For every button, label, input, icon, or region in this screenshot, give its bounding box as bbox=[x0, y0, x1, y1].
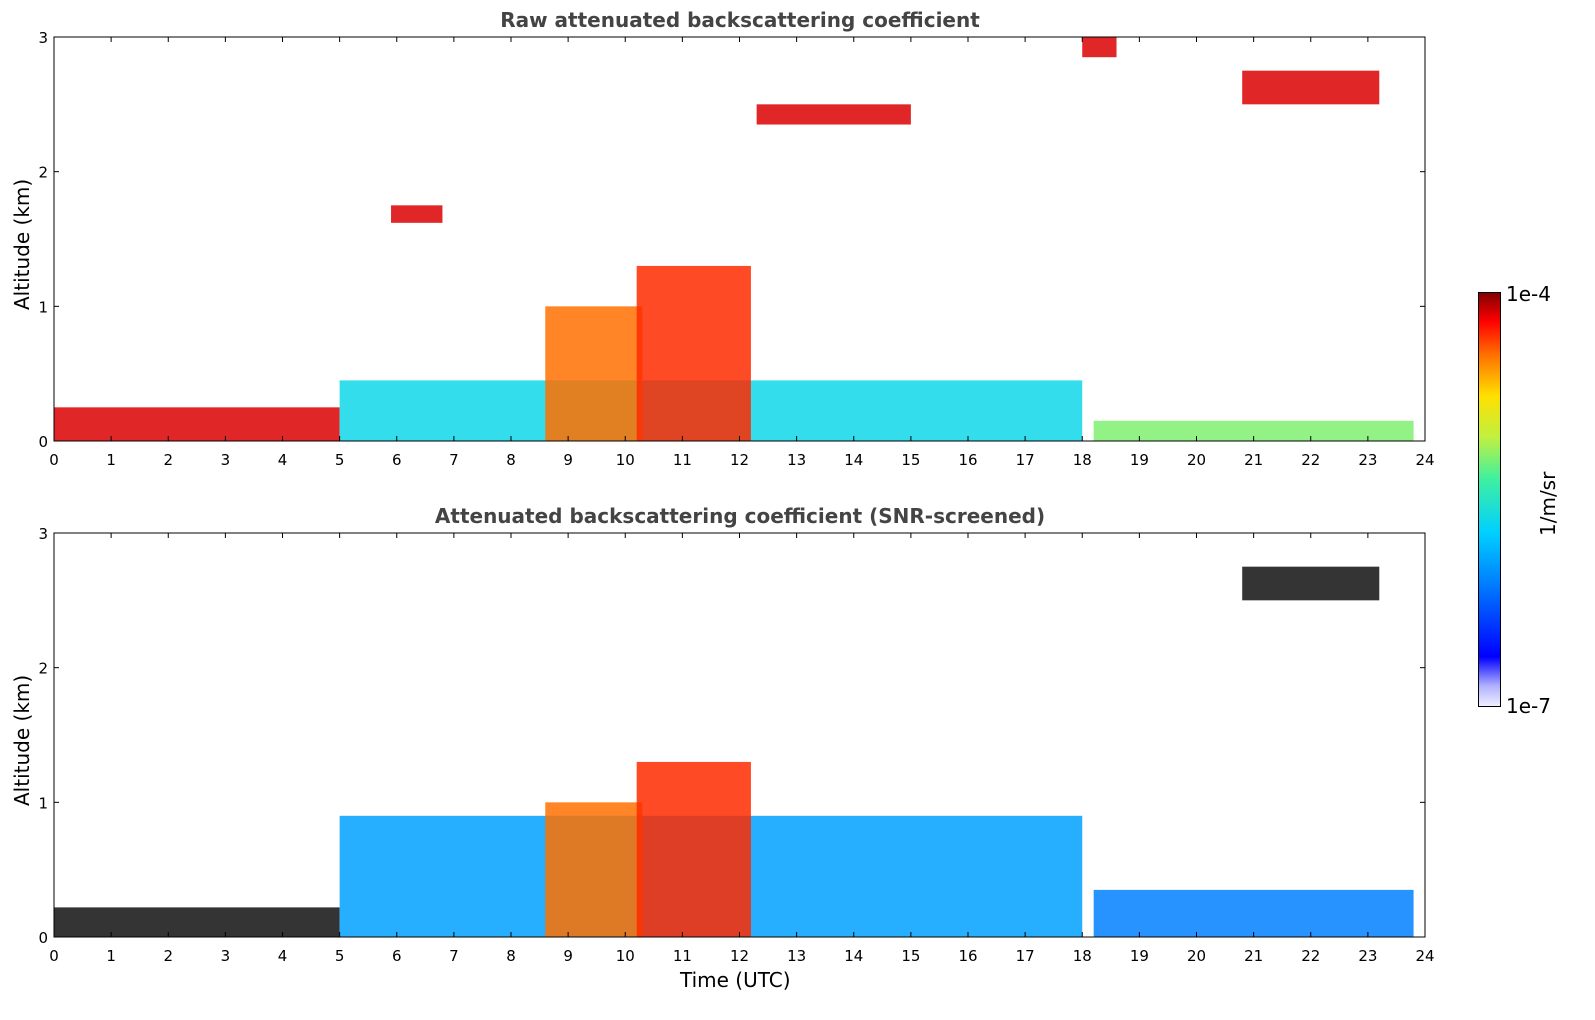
x-tick-label: 1 bbox=[106, 947, 116, 965]
x-tick-label: 23 bbox=[1358, 451, 1377, 469]
x-tick-label: 8 bbox=[506, 947, 516, 965]
x-tick-label: 22 bbox=[1301, 947, 1320, 965]
x-tick-label: 3 bbox=[221, 947, 231, 965]
y-tick-label: 2 bbox=[38, 164, 48, 182]
x-tick-label: 19 bbox=[1130, 947, 1149, 965]
x-tick-label: 20 bbox=[1187, 451, 1206, 469]
feature-plume bbox=[636, 761, 751, 937]
y-tick-label: 2 bbox=[38, 660, 48, 678]
panel1-content: 0 1 2 3 4 5 6 7 8 9 10 11 12 13 14 15 16 17 18 19 20 21 22 23 24… bbox=[38, 29, 1434, 469]
x-tick-label: 6 bbox=[392, 451, 402, 469]
y-tick-label: 3 bbox=[38, 525, 48, 543]
x-tick-label: 13 bbox=[787, 451, 806, 469]
x-tick-label: 7 bbox=[449, 947, 459, 965]
x-tick-label: 11 bbox=[673, 451, 692, 469]
y-tick-label: 1 bbox=[38, 794, 48, 812]
x-tick-label: 10 bbox=[616, 451, 635, 469]
y-tick-label: 3 bbox=[38, 29, 48, 47]
x-axis-label: Time (UTC) bbox=[680, 968, 791, 992]
x-tick-label: 23 bbox=[1358, 947, 1377, 965]
x-tick-label: 8 bbox=[506, 451, 516, 469]
x-tick-label: 0 bbox=[49, 451, 59, 469]
x-tick-label: 5 bbox=[335, 947, 345, 965]
y-tick-label: 1 bbox=[38, 298, 48, 316]
x-tick-label: 19 bbox=[1130, 451, 1149, 469]
panel1-ylabel: Altitude (km) bbox=[10, 178, 34, 310]
x-tick-label: 14 bbox=[844, 947, 863, 965]
x-tick-label: 3 bbox=[221, 451, 231, 469]
panel2-content: 0 1 2 3 4 5 6 7 8 9 10 11 12 13 14 15 16 17 18 19 20 21 22 23 24… bbox=[38, 525, 1434, 965]
x-tick-label: 18 bbox=[1073, 451, 1092, 469]
feature-cloud bbox=[1082, 37, 1117, 58]
panel1-title: Raw attenuated backscattering coefficien… bbox=[500, 8, 980, 32]
x-tick-label: 9 bbox=[563, 947, 573, 965]
x-tick-label: 11 bbox=[673, 947, 692, 965]
feature-plume bbox=[545, 306, 643, 441]
feature-night-layer bbox=[1093, 420, 1414, 441]
feature-plume bbox=[545, 802, 643, 937]
x-tick-label: 16 bbox=[958, 947, 977, 965]
panel2-ylabel: Altitude (km) bbox=[10, 674, 34, 806]
x-tick-label: 1 bbox=[106, 451, 116, 469]
x-tick-label: 17 bbox=[1016, 451, 1035, 469]
feature-surface-layer bbox=[54, 407, 340, 441]
colorbar bbox=[1478, 292, 1501, 707]
x-tick-label: 18 bbox=[1073, 947, 1092, 965]
feature-cloud-layer bbox=[1242, 70, 1380, 105]
x-tick-label: 22 bbox=[1301, 451, 1320, 469]
x-tick-label: 12 bbox=[730, 947, 749, 965]
x-tick-label: 4 bbox=[278, 947, 288, 965]
colorbar-unit-label: 1/m/sr bbox=[1536, 471, 1560, 536]
x-tick-label: 6 bbox=[392, 947, 402, 965]
feature-night-layer bbox=[1093, 889, 1414, 937]
x-tick-label: 13 bbox=[787, 947, 806, 965]
x-tick-label: 5 bbox=[335, 451, 345, 469]
x-tick-label: 9 bbox=[563, 451, 573, 469]
x-tick-label: 16 bbox=[958, 451, 977, 469]
x-tick-label: 21 bbox=[1244, 947, 1263, 965]
colorbar-min-label: 1e-7 bbox=[1506, 694, 1551, 718]
x-tick-label: 0 bbox=[49, 947, 59, 965]
x-tick-label: 4 bbox=[278, 451, 288, 469]
x-tick-label: 2 bbox=[163, 451, 173, 469]
x-tick-label: 12 bbox=[730, 451, 749, 469]
feature-surface-layer-saturated- bbox=[54, 907, 340, 937]
feature-cloud-layer bbox=[1242, 566, 1380, 601]
y-tick-label: 0 bbox=[38, 433, 48, 451]
y-tick-label: 0 bbox=[38, 929, 48, 947]
x-tick-label: 21 bbox=[1244, 451, 1263, 469]
feature-cloud bbox=[391, 205, 443, 223]
x-tick-label: 14 bbox=[844, 451, 863, 469]
feature-plume bbox=[636, 265, 751, 441]
x-tick-label: 15 bbox=[901, 947, 920, 965]
x-tick-label: 24 bbox=[1415, 947, 1434, 965]
x-tick-label: 2 bbox=[163, 947, 173, 965]
x-tick-label: 7 bbox=[449, 451, 459, 469]
x-tick-label: 10 bbox=[616, 947, 635, 965]
x-tick-label: 20 bbox=[1187, 947, 1206, 965]
x-tick-label: 24 bbox=[1415, 451, 1434, 469]
x-tick-label: 17 bbox=[1016, 947, 1035, 965]
x-tick-label: 15 bbox=[901, 451, 920, 469]
colorbar-max-label: 1e-4 bbox=[1506, 282, 1551, 306]
feature-cloud-layer bbox=[756, 104, 911, 125]
panel2-title: Attenuated backscattering coefficient (S… bbox=[434, 504, 1046, 528]
